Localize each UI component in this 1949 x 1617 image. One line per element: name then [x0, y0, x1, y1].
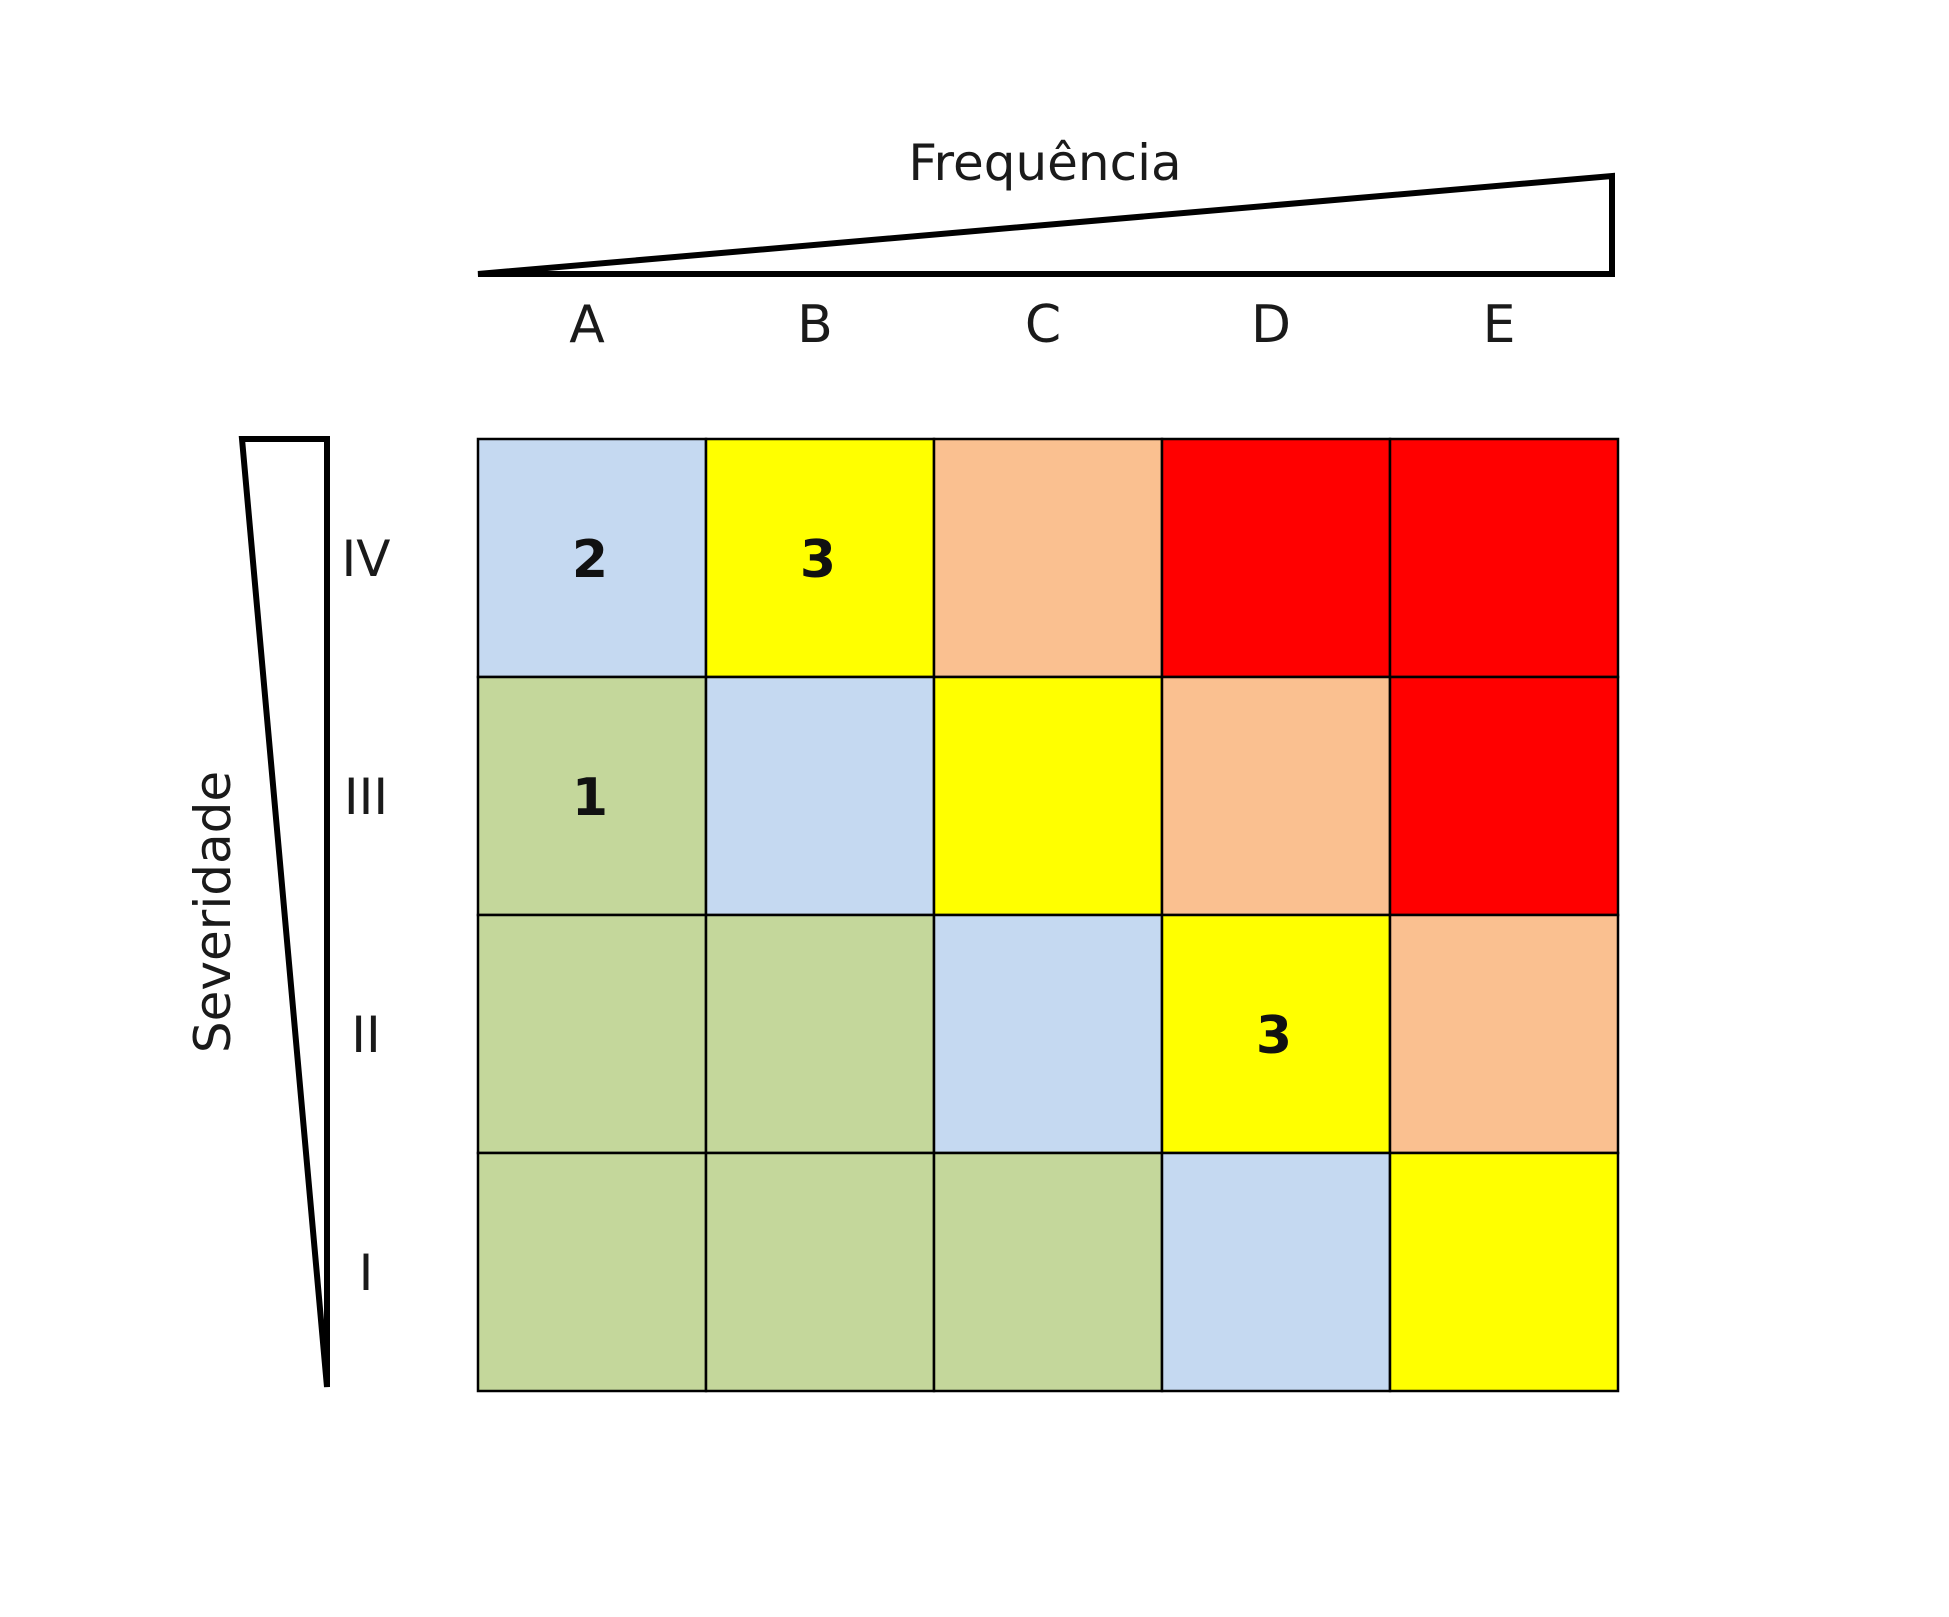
matrix-cell-i-d — [1160, 1151, 1392, 1393]
matrix-cell-count: 3 — [800, 530, 836, 590]
matrix-cell-ii-d — [1160, 913, 1392, 1155]
frequency-column-d: D — [1251, 295, 1291, 355]
severity-wedge-icon — [238, 436, 330, 1388]
frequency-column-b: B — [797, 295, 833, 355]
severity-row-i: I — [359, 1244, 374, 1302]
matrix-cell-count: 1 — [572, 768, 608, 828]
matrix-cell-iv-a — [476, 437, 708, 679]
matrix-cell-ii-c — [932, 913, 1164, 1155]
matrix-cell-iii-a — [476, 675, 708, 917]
severity-row-ii: II — [351, 1006, 381, 1064]
matrix-cell-i-e — [1388, 1151, 1620, 1393]
severity-row-iv: IV — [342, 530, 391, 588]
matrix-cell-iv-e — [1388, 437, 1620, 679]
matrix-cell-count: 3 — [1256, 1006, 1292, 1066]
matrix-cell-iii-d — [1160, 675, 1392, 917]
matrix-cell-iv-c — [932, 437, 1164, 679]
risk-matrix-grid: 2 3 1 3 — [476, 437, 1620, 1393]
severity-title: Severidade — [184, 771, 242, 1053]
matrix-cell-ii-b — [704, 913, 936, 1155]
matrix-cell-i-a — [476, 1151, 708, 1393]
matrix-cell-iv-d — [1160, 437, 1392, 679]
matrix-cell-iii-c — [932, 675, 1164, 917]
matrix-cell-i-c — [932, 1151, 1164, 1393]
frequency-wedge-icon — [477, 172, 1615, 277]
frequency-column-headers: A B C D E — [569, 295, 1515, 355]
matrix-cell-ii-a — [476, 913, 708, 1155]
frequency-title: Frequência — [908, 134, 1181, 192]
frequency-column-c: C — [1025, 295, 1061, 355]
frequency-column-e: E — [1483, 295, 1516, 355]
matrix-cell-iii-b — [704, 675, 936, 917]
frequency-column-a: A — [569, 295, 605, 355]
severity-row-iii: III — [344, 768, 388, 826]
matrix-cell-count: 2 — [572, 530, 608, 590]
matrix-cell-i-b — [704, 1151, 936, 1393]
matrix-cell-ii-e — [1388, 913, 1620, 1155]
matrix-cell-iii-e — [1388, 675, 1620, 917]
